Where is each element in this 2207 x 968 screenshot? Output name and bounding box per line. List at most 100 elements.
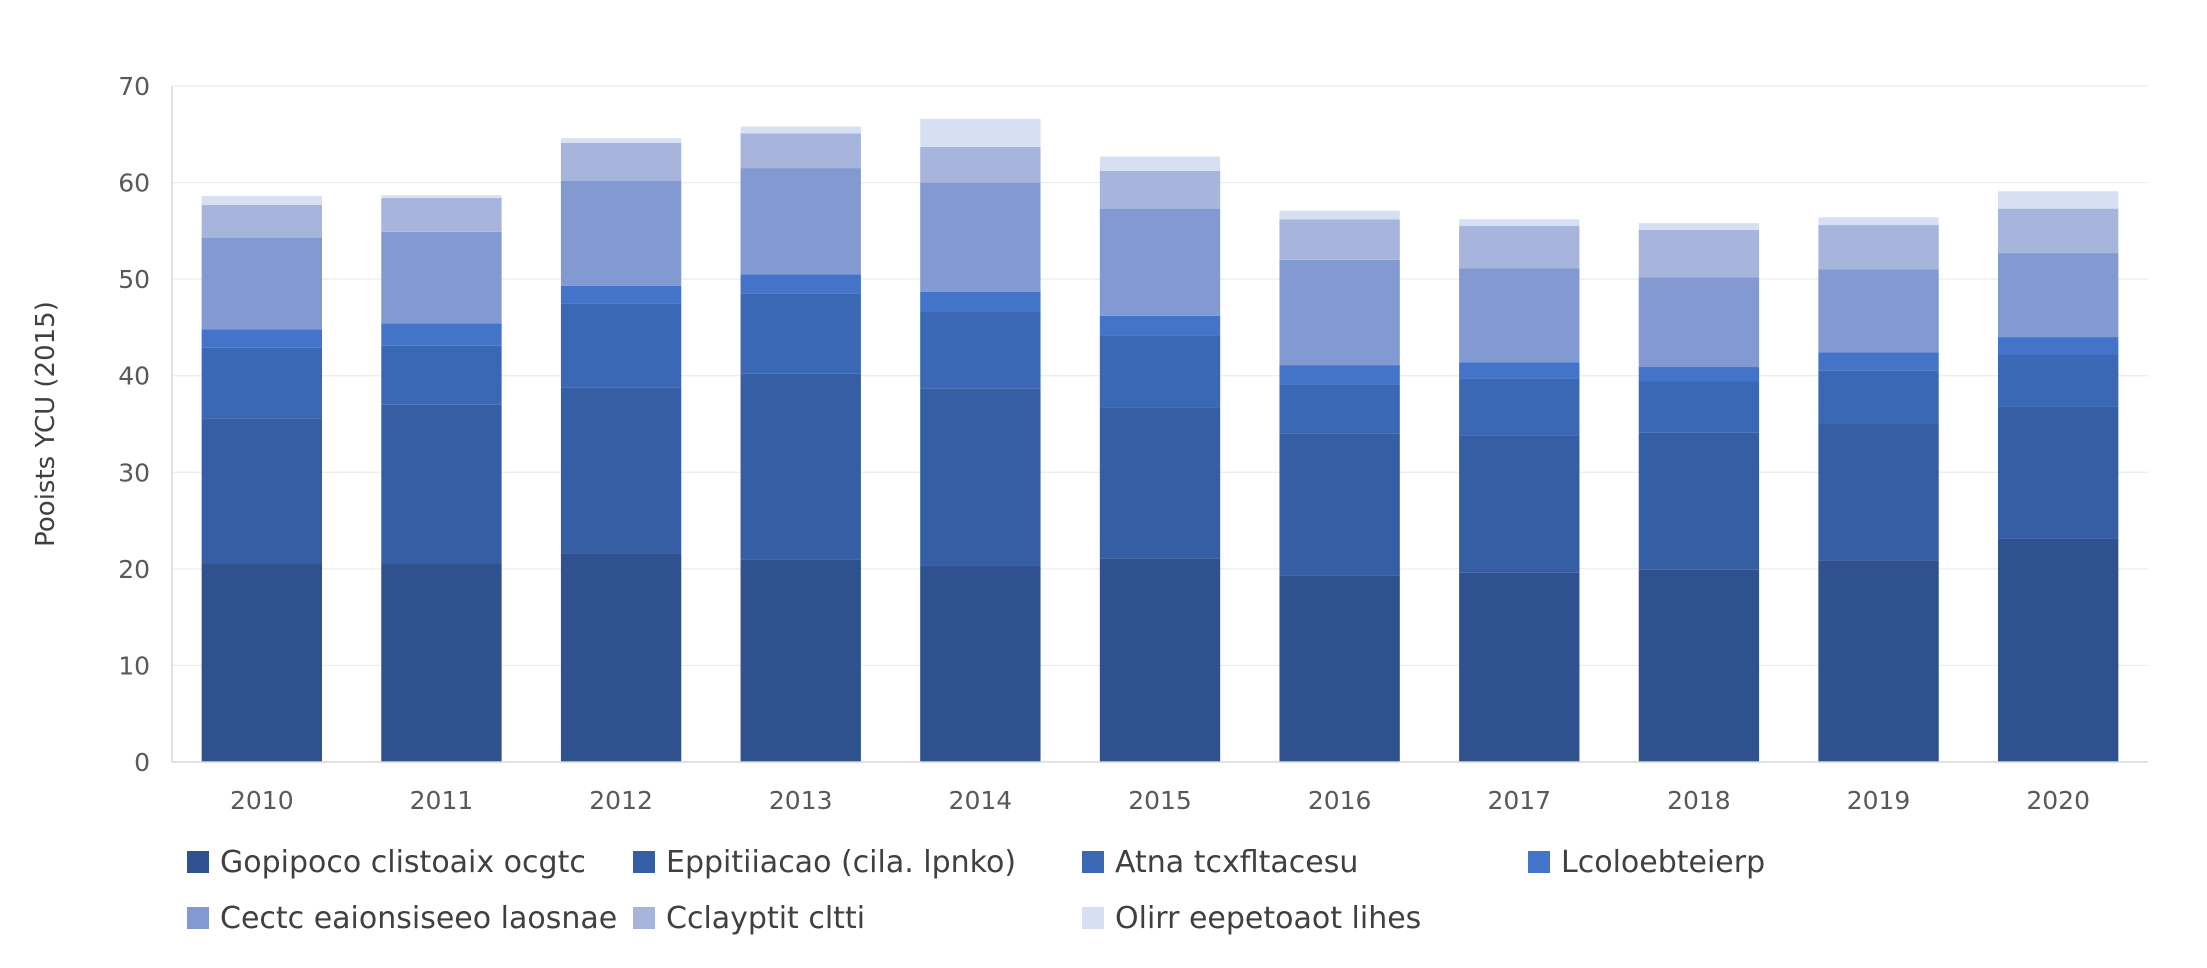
bar-segment: [381, 345, 502, 405]
legend-swatch: [1082, 907, 1104, 929]
bar-segment: [1818, 225, 1939, 270]
bar-segment: [1818, 560, 1939, 762]
bar-segment: [1998, 208, 2119, 254]
bar-segment: [1099, 407, 1221, 559]
legend-swatch: [1082, 851, 1104, 873]
bar-segment: [1998, 406, 2119, 539]
bar-segment: [1818, 269, 1939, 353]
bar-segment: [1459, 362, 1580, 379]
x-tick-label: 2019: [1847, 786, 1911, 815]
y-tick-label: 60: [118, 169, 150, 198]
legend-label: Cclayptit cltti: [666, 901, 865, 936]
bar-segment: [1099, 558, 1221, 762]
bar-segment: [740, 126, 861, 134]
bar-segment: [201, 196, 322, 205]
x-tick-label: 2010: [230, 786, 294, 815]
bar-segment: [560, 180, 682, 286]
bar-segment: [1638, 569, 1760, 762]
y-axis-ticks: 0 10 20 30 40 50 60 70: [118, 72, 150, 777]
legend-swatch: [633, 851, 655, 873]
bar-segment: [1279, 433, 1400, 576]
bar-segment: [1099, 170, 1221, 209]
bar-segment: [1099, 335, 1221, 408]
bar-segment: [560, 553, 682, 762]
bar-segment: [920, 118, 1041, 147]
x-tick-label: 2018: [1667, 786, 1731, 815]
legend-label: Atna tcxfltacesu: [1115, 845, 1358, 880]
bar-segment: [1998, 337, 2119, 355]
legend: Gopipoco clistoaix ocgtc Eppitiiacao (cil…: [187, 845, 1765, 936]
x-tick-label: 2016: [1308, 786, 1372, 815]
bar-segment: [1099, 315, 1221, 336]
bar-segment: [1818, 352, 1939, 371]
bar-segment: [381, 323, 502, 346]
x-tick-label: 2014: [949, 786, 1013, 815]
bar-segment: [920, 291, 1041, 312]
legend-label: Eppitiiacao (cila. lpnko): [666, 845, 1016, 880]
bar-segment: [201, 329, 322, 348]
bar-segment: [1459, 226, 1580, 269]
bar-segment: [1638, 432, 1760, 570]
bar-segment: [1279, 384, 1400, 434]
x-tick-label: 2015: [1128, 786, 1192, 815]
y-tick-label: 70: [118, 72, 150, 101]
x-tick-label: 2020: [2026, 786, 2090, 815]
bar-segment: [560, 138, 682, 143]
legend-label: Cectc eaionsiseeo laosnae: [220, 901, 617, 936]
bar-segment: [1638, 229, 1760, 278]
y-tick-label: 0: [134, 748, 150, 777]
bar-segment: [1279, 365, 1400, 385]
bars: [201, 118, 2119, 762]
bar-segment: [740, 293, 861, 374]
y-tick-label: 20: [118, 555, 150, 584]
x-tick-label: 2013: [769, 786, 833, 815]
bar-segment: [1638, 381, 1760, 433]
legend-label: Lcoloebteierp: [1561, 845, 1765, 880]
bar-segment: [1818, 217, 1939, 226]
x-axis-ticks: 2010 2011 2012 2013 2014 2015 2016 2017 2018 2019…: [230, 786, 2090, 815]
y-tick-label: 50: [118, 265, 150, 294]
bar-segment: [740, 373, 861, 560]
bar-segment: [1279, 575, 1400, 762]
x-tick-label: 2017: [1487, 786, 1551, 815]
bar-segment: [1638, 277, 1760, 368]
legend-label: Olirr eepetoaot lihes: [1115, 901, 1421, 936]
bar-segment: [1099, 208, 1221, 316]
bar-segment: [740, 274, 861, 294]
bar-segment: [201, 347, 322, 419]
bar-segment: [201, 237, 322, 330]
bar-segment: [1279, 259, 1400, 366]
legend-swatch: [187, 851, 209, 873]
bar-segment: [1638, 223, 1760, 230]
legend-swatch: [633, 907, 655, 929]
y-tick-label: 40: [118, 362, 150, 391]
y-tick-label: 30: [118, 458, 150, 487]
legend-swatch: [1528, 851, 1550, 873]
bar-segment: [920, 182, 1041, 292]
bar-segment: [1459, 572, 1580, 762]
y-axis-label: Pooists YCU (2015): [31, 301, 61, 547]
bar-segment: [920, 146, 1041, 183]
bar-segment: [201, 564, 322, 762]
x-tick-label: 2012: [589, 786, 653, 815]
bar-segment: [1459, 268, 1580, 363]
bar-segment: [740, 559, 861, 762]
bar-segment: [740, 168, 861, 275]
bar-segment: [560, 285, 682, 304]
bar-segment: [920, 388, 1041, 566]
bar-segment: [201, 418, 322, 565]
bar-segment: [1459, 219, 1580, 227]
bar-segment: [1459, 378, 1580, 436]
bar-segment: [920, 565, 1041, 762]
bar-segment: [381, 404, 502, 564]
legend-swatch: [187, 907, 209, 929]
bar-segment: [560, 142, 682, 181]
bar-segment: [920, 311, 1041, 389]
bar-segment: [560, 387, 682, 554]
bar-segment: [201, 204, 322, 238]
bar-segment: [381, 563, 502, 762]
bar-segment: [1818, 424, 1939, 561]
bar-segment: [1279, 219, 1400, 260]
bar-segment: [1998, 253, 2119, 338]
bar-segment: [740, 133, 861, 169]
